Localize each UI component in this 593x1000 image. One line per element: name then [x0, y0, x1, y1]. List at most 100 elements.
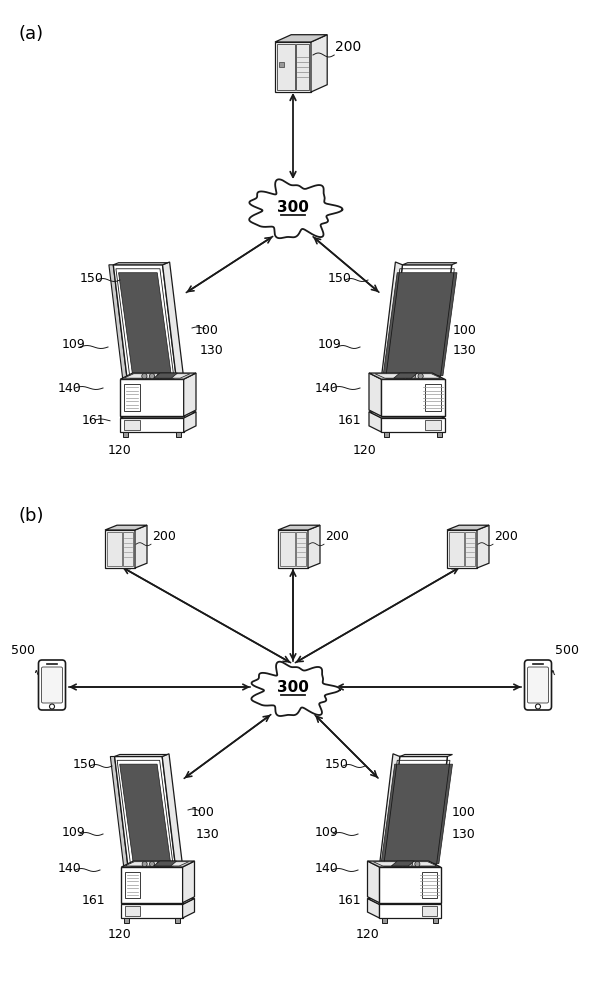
Polygon shape — [388, 265, 407, 381]
Polygon shape — [368, 861, 441, 867]
Text: 150: 150 — [328, 271, 352, 284]
Polygon shape — [162, 262, 184, 381]
Text: 120: 120 — [356, 928, 380, 941]
Polygon shape — [400, 754, 452, 756]
Polygon shape — [425, 384, 441, 411]
Text: 150: 150 — [80, 271, 104, 284]
Text: 150: 150 — [73, 758, 97, 770]
Polygon shape — [109, 265, 127, 381]
Polygon shape — [384, 432, 389, 437]
Text: 120: 120 — [353, 444, 377, 457]
Polygon shape — [119, 273, 171, 376]
Polygon shape — [380, 904, 441, 918]
Polygon shape — [105, 525, 147, 530]
Text: 500: 500 — [11, 644, 34, 657]
Polygon shape — [380, 867, 441, 903]
Polygon shape — [449, 532, 464, 566]
Text: 140: 140 — [58, 381, 82, 394]
Polygon shape — [120, 373, 196, 379]
Polygon shape — [122, 898, 195, 904]
Polygon shape — [120, 379, 184, 416]
Text: 120: 120 — [108, 444, 132, 457]
Polygon shape — [124, 420, 140, 430]
Text: 300: 300 — [277, 200, 309, 216]
FancyBboxPatch shape — [42, 667, 62, 703]
Polygon shape — [369, 373, 381, 416]
Text: 109: 109 — [62, 826, 86, 838]
Polygon shape — [113, 265, 177, 381]
Polygon shape — [278, 530, 308, 568]
Text: (b): (b) — [18, 507, 43, 525]
Polygon shape — [295, 532, 306, 566]
Polygon shape — [125, 862, 189, 866]
Polygon shape — [280, 532, 295, 566]
Polygon shape — [433, 265, 452, 381]
Polygon shape — [124, 918, 129, 923]
Polygon shape — [135, 525, 147, 568]
Text: (a): (a) — [18, 25, 43, 43]
Polygon shape — [381, 418, 445, 432]
Text: 130: 130 — [196, 828, 220, 840]
Polygon shape — [308, 525, 320, 568]
Polygon shape — [382, 918, 387, 923]
Polygon shape — [105, 530, 135, 568]
Polygon shape — [123, 432, 128, 437]
Polygon shape — [369, 412, 381, 432]
Circle shape — [403, 373, 408, 379]
Polygon shape — [381, 764, 452, 864]
Text: 161: 161 — [338, 414, 362, 426]
Text: 100: 100 — [195, 324, 219, 336]
Text: 200: 200 — [152, 530, 176, 543]
Polygon shape — [120, 412, 196, 418]
Polygon shape — [386, 756, 404, 869]
Polygon shape — [425, 420, 441, 430]
Polygon shape — [437, 432, 442, 437]
Polygon shape — [383, 273, 457, 376]
Polygon shape — [369, 373, 445, 379]
Text: 200: 200 — [335, 40, 362, 54]
Text: 100: 100 — [453, 324, 477, 336]
FancyBboxPatch shape — [528, 667, 549, 703]
Polygon shape — [394, 373, 417, 378]
Text: 300: 300 — [277, 680, 309, 696]
Polygon shape — [154, 861, 177, 866]
Polygon shape — [477, 525, 489, 568]
Circle shape — [157, 373, 162, 379]
Polygon shape — [162, 754, 183, 869]
Polygon shape — [122, 861, 195, 867]
Text: 161: 161 — [82, 414, 106, 426]
Polygon shape — [125, 872, 140, 898]
Polygon shape — [122, 867, 183, 903]
Polygon shape — [107, 532, 122, 566]
Polygon shape — [464, 532, 475, 566]
Circle shape — [142, 373, 147, 379]
Circle shape — [149, 373, 155, 379]
Polygon shape — [368, 898, 441, 904]
Polygon shape — [183, 861, 195, 903]
Polygon shape — [422, 872, 437, 898]
Circle shape — [407, 861, 413, 867]
Text: 140: 140 — [315, 861, 339, 874]
Polygon shape — [369, 412, 445, 418]
Polygon shape — [176, 432, 181, 437]
Text: 200: 200 — [325, 530, 349, 543]
Text: 130: 130 — [200, 344, 224, 357]
Polygon shape — [429, 756, 447, 869]
Polygon shape — [381, 262, 403, 381]
Text: 200: 200 — [494, 530, 518, 543]
Text: 109: 109 — [62, 338, 86, 352]
Polygon shape — [279, 62, 284, 67]
Text: 100: 100 — [191, 806, 215, 818]
Polygon shape — [113, 263, 168, 265]
Polygon shape — [125, 906, 140, 916]
Text: 100: 100 — [452, 806, 476, 818]
Polygon shape — [184, 412, 196, 432]
Polygon shape — [251, 662, 340, 716]
Polygon shape — [275, 42, 311, 92]
Polygon shape — [123, 532, 133, 566]
FancyBboxPatch shape — [524, 660, 551, 710]
Circle shape — [49, 704, 55, 709]
Polygon shape — [391, 861, 415, 866]
Polygon shape — [114, 756, 176, 869]
Polygon shape — [311, 35, 327, 92]
